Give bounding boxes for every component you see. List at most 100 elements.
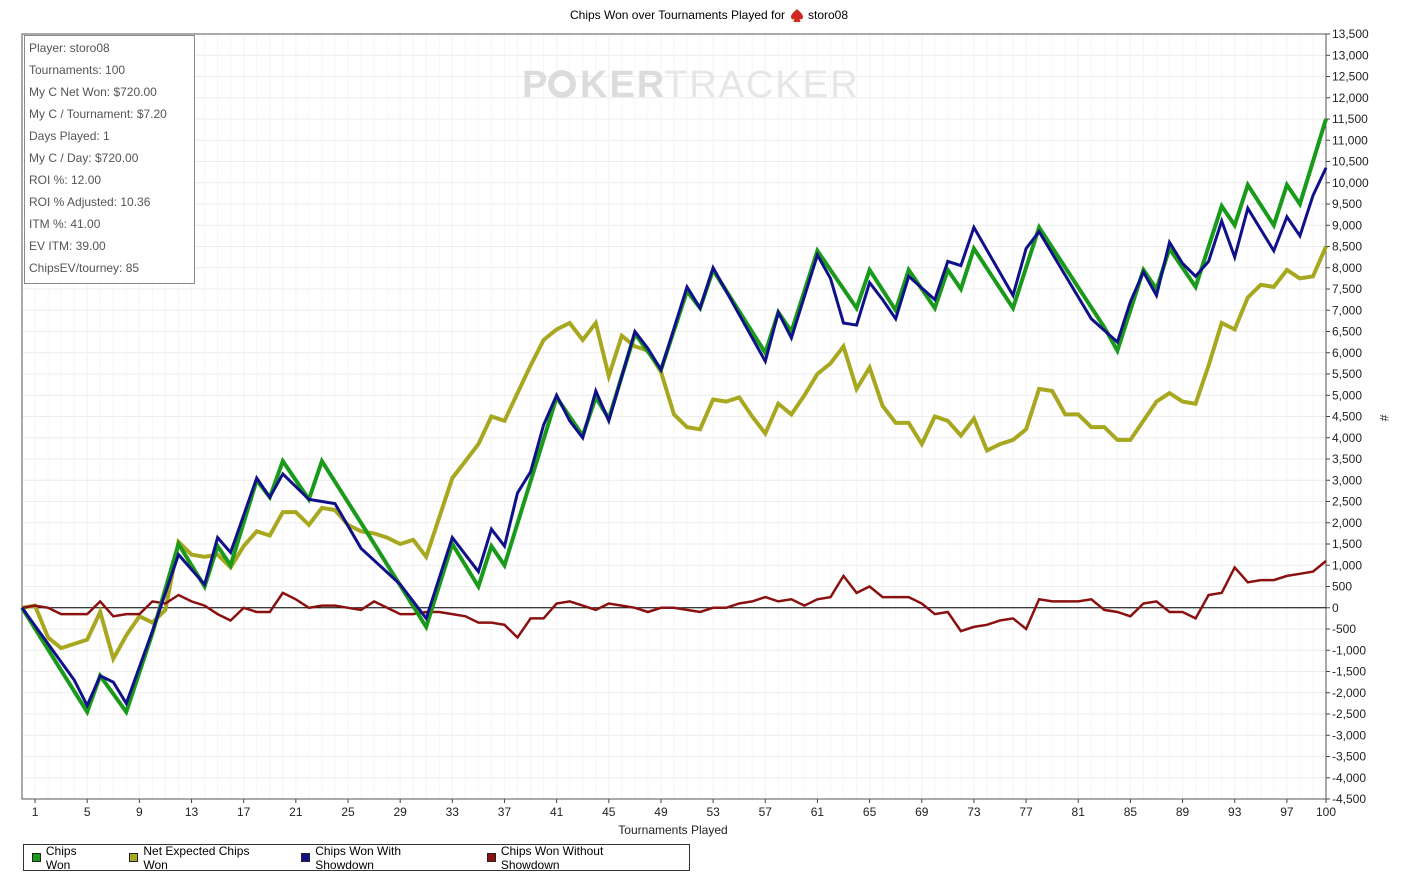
y-tick-label: -4,000 <box>1332 771 1366 785</box>
y-tick-label: 4,500 <box>1332 410 1362 424</box>
y-tick-label: 5,500 <box>1332 367 1362 381</box>
y-tick-label: 6,000 <box>1332 346 1362 360</box>
stat-line: Days Played: 1 <box>29 129 110 143</box>
x-tick-label: 73 <box>967 805 981 819</box>
x-tick-label: 37 <box>498 805 512 819</box>
y-axis-title: # <box>1377 415 1391 422</box>
x-tick-label: 33 <box>446 805 460 819</box>
y-tick-label: -2,500 <box>1332 707 1366 721</box>
x-tick-label: 17 <box>237 805 251 819</box>
spade-icon <box>791 9 803 22</box>
y-tick-label: 3,000 <box>1332 473 1362 487</box>
chart-title-text: Chips Won over Tournaments Played for <box>570 8 785 22</box>
y-tick-label: 1,500 <box>1332 537 1362 551</box>
stat-line: My C / Day: $720.00 <box>29 151 139 165</box>
y-tick-label: -1,500 <box>1332 665 1366 679</box>
y-tick-label: 5,000 <box>1332 388 1362 402</box>
x-tick-label: 81 <box>1072 805 1086 819</box>
y-tick-label: 10,500 <box>1332 155 1369 169</box>
y-tick-label: -2,000 <box>1332 686 1366 700</box>
chip-icon-center <box>554 76 570 92</box>
y-tick-label: 1,000 <box>1332 558 1362 572</box>
series-line-net-expected <box>21 245 1328 665</box>
x-tick-label: 41 <box>550 805 564 819</box>
y-tick-label: 2,500 <box>1332 495 1362 509</box>
watermark-tracker: TRACKER <box>664 64 860 106</box>
watermark-p: P <box>522 64 549 106</box>
pokertracker-watermark: P KER TRACKER <box>522 64 860 106</box>
legend-swatch <box>301 853 311 862</box>
x-tick-label: 89 <box>1176 805 1190 819</box>
stat-line: My C Net Won: $720.00 <box>29 85 157 99</box>
legend-label: Chips Won Without Showdown <box>500 843 604 872</box>
x-tick-label: 21 <box>289 805 303 819</box>
chart-title: Chips Won over Tournaments Played for st… <box>570 8 848 22</box>
legend-label: Chips Won <box>45 843 77 872</box>
y-tick-label: 3,500 <box>1332 452 1362 466</box>
legend-swatch <box>486 853 496 862</box>
x-tick-label: 9 <box>136 805 143 819</box>
stat-line: Player: storo08 <box>29 41 110 55</box>
y-tick-label: 9,500 <box>1332 197 1362 211</box>
y-tick-label: 7,000 <box>1332 303 1362 317</box>
y-tick-label: 11,000 <box>1332 133 1368 147</box>
legend-label: Chips Won With Showdown <box>315 843 402 872</box>
y-tick-label: 0 <box>1332 601 1339 615</box>
y-tick-label: 12,500 <box>1332 70 1369 84</box>
y-tick-label: -1,000 <box>1332 643 1366 657</box>
y-tick-label: 8,000 <box>1332 261 1362 275</box>
legend: Chips Won Net Expected Chips Won Chips Won… <box>23 843 690 872</box>
x-tick-label: 77 <box>1019 805 1033 819</box>
series-line-without-showdown <box>21 560 1327 640</box>
stat-line: EV ITM: 39.00 <box>29 239 106 253</box>
y-tick-label: 13,500 <box>1332 27 1369 41</box>
legend-label: Net Expected Chips Won <box>143 843 250 872</box>
stat-line: ITM %: 41.00 <box>29 217 101 231</box>
legend-item-net-expected[interactable]: Net Expected Chips Won <box>129 844 275 872</box>
x-tick-label: 53 <box>706 805 720 819</box>
y-tick-label: 13,000 <box>1332 48 1369 62</box>
watermark-ker: KER <box>580 64 666 106</box>
x-axis-title: Tournaments Played <box>618 823 727 837</box>
y-tick-label: 7,500 <box>1332 282 1362 296</box>
series-lines <box>20 118 1328 717</box>
stat-line: ChipsEV/tourney: 85 <box>29 261 140 275</box>
chart-title-player: storo08 <box>808 8 848 22</box>
legend-swatch <box>129 853 139 862</box>
stat-line: Tournaments: 100 <box>29 63 126 77</box>
y-tick-label: 10,000 <box>1332 176 1369 190</box>
stat-line: ROI %: 12.00 <box>29 173 102 187</box>
x-tick-label: 85 <box>1124 805 1138 819</box>
y-tick-label: 4,000 <box>1332 431 1362 445</box>
x-tick-label: 93 <box>1228 805 1242 819</box>
x-tick-label: 100 <box>1316 805 1336 819</box>
legend-item-without-showdown[interactable]: Chips Won Without Showdown <box>486 843 663 872</box>
x-tick-label: 61 <box>811 805 825 819</box>
x-tick-label: 97 <box>1280 805 1294 819</box>
y-tick-label: -3,000 <box>1332 728 1366 742</box>
x-tick-label: 45 <box>602 805 616 819</box>
x-tick-label: 49 <box>654 805 668 819</box>
x-tick-label: 57 <box>759 805 773 819</box>
stat-line: ROI % Adjusted: 10.36 <box>29 195 151 209</box>
y-tick-label: 6,500 <box>1332 325 1362 339</box>
x-tick-label: 29 <box>393 805 407 819</box>
plot-frame <box>21 33 1327 800</box>
player-stats-box: Player: storo08 Tournaments: 100 My C Net … <box>24 35 195 284</box>
stat-line: My C / Tournament: $7.20 <box>29 107 167 121</box>
legend-item-with-showdown[interactable]: Chips Won With Showdown <box>301 844 461 872</box>
x-tick-label: 69 <box>915 805 929 819</box>
legend-item-chips-won[interactable]: Chips Won <box>32 844 103 872</box>
x-tick-label: 25 <box>341 805 355 819</box>
y-tick-label: -4,500 <box>1332 792 1366 806</box>
y-tick-label: -500 <box>1332 622 1356 636</box>
x-tick-label: 5 <box>84 805 91 819</box>
axes: -4,500 -4,000 -3,500 -3,000 -2,500 -2,000 -1,5… <box>21 27 1369 819</box>
y-tick-label: 2,000 <box>1332 516 1362 530</box>
y-tick-label: 8,500 <box>1332 240 1362 254</box>
x-tick-label: 65 <box>863 805 877 819</box>
y-tick-label: -3,500 <box>1332 750 1366 764</box>
y-tick-label: 12,000 <box>1332 91 1369 105</box>
